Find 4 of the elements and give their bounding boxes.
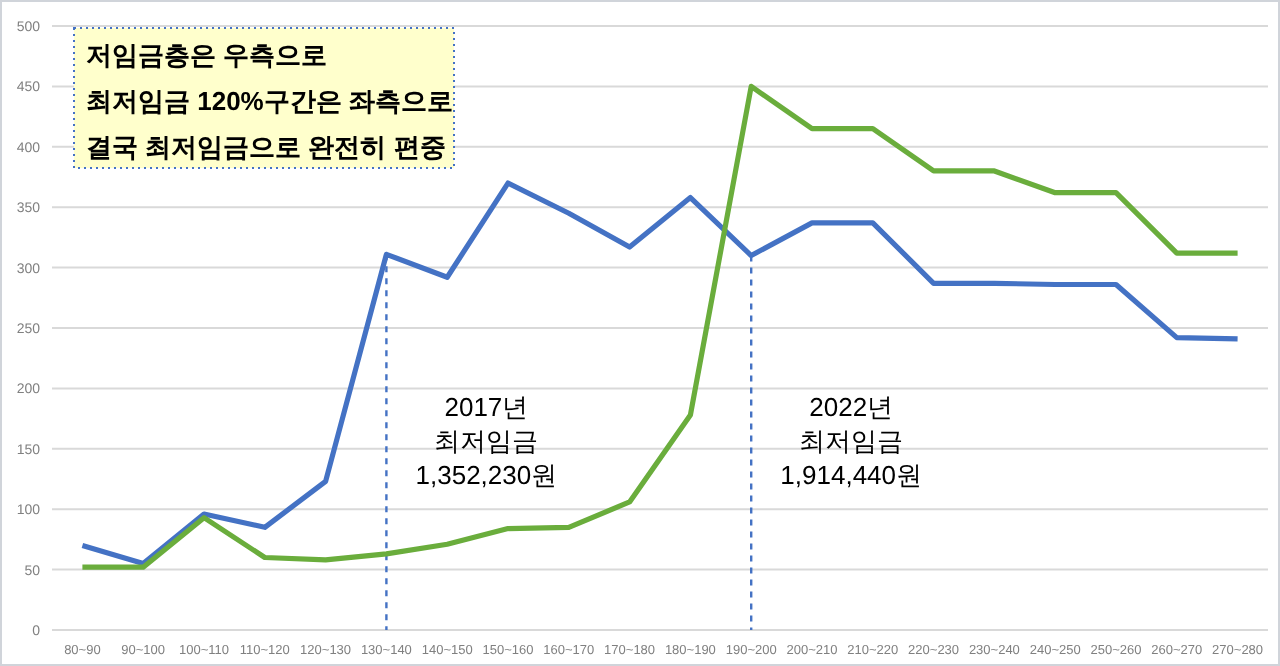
ref-line-label: 2022년 최저임금 1,914,440원 bbox=[780, 392, 923, 490]
ref-line-label: 2017년 최저임금 1,352,230원 bbox=[415, 392, 558, 490]
annotation: 저임금층은 우측으로 최저임금 120%구간은 좌측으로 결국 최저임금으로 완전히 편중 bbox=[86, 40, 453, 162]
line-series bbox=[79, 83, 1241, 570]
